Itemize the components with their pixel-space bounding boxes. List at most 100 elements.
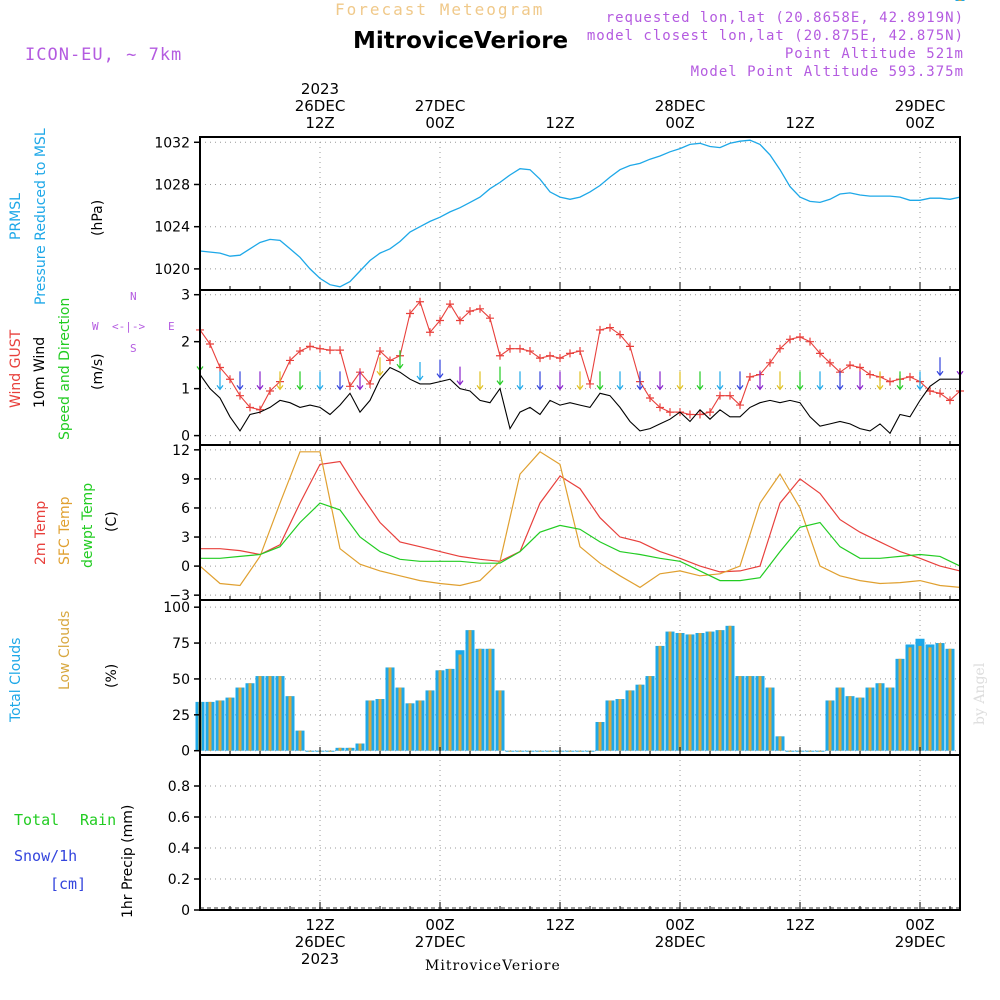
wind-direction-arrow [416,361,424,381]
wind-direction-arrow [756,371,764,391]
low-cloud-bar [458,654,462,751]
y-tick-label: 6 [181,501,190,517]
y-tick-label: 0.4 [168,841,190,857]
gust-point [476,304,484,313]
time-axis-label: 12Z [545,114,574,132]
low-cloud-bar [488,648,492,751]
gust-point [456,316,464,325]
low-cloud-bar [668,631,672,751]
sfc-temp-line [199,451,961,589]
low-cloud-bar [918,645,922,751]
gust-point [616,330,624,339]
wind-direction-arrow [316,371,324,391]
gust-point [236,391,244,400]
time-axis-label: 2023 [301,950,339,968]
low-cloud-bar [568,750,572,752]
time-axis-label: 29DEC [895,933,946,951]
low-cloud-bar [938,643,942,751]
low-cloud-bar [678,633,682,751]
gust-point [266,386,274,395]
time-axis-label: 00Z [905,114,934,132]
low-cloud-bar [868,687,872,751]
low-cloud-bar [958,0,962,1]
gust-point [446,300,454,309]
gust-point [866,370,874,379]
y-tick-label: 0.6 [168,810,190,826]
y-tick-label: −3 [169,588,190,604]
time-axis-label: 26DEC [295,97,346,115]
low-cloud-bar [548,750,552,752]
label-cm: [cm] [50,875,87,893]
gust-point [326,346,334,355]
label-rain: Rain [80,811,117,829]
wind-direction-arrow [256,371,264,391]
gust-point [566,349,574,358]
low-cloud-bar [808,750,812,752]
gust-point [336,346,344,355]
low-cloud-bar [628,690,632,751]
y-tick-label: 1024 [154,220,190,236]
gust-point [726,391,734,400]
faint-title: Forecast Meteogram [335,0,545,19]
label-total: Total [14,811,60,829]
frames-layer [194,136,961,911]
low-cloud-bar [298,730,302,751]
gust-point [546,351,554,360]
gust-point [736,401,744,410]
low-cloud-bar [388,667,392,751]
low-cloud-bar [368,700,372,751]
low-cloud-bar [928,647,932,751]
gust-point [646,394,654,403]
gust-point [906,372,914,381]
time-axis-label: 12Z [545,916,574,934]
low-cloud-bar [418,700,422,751]
y-tick-label: 3 [181,530,190,546]
y-tick-label: 75 [172,636,190,652]
wind-direction-arrow [736,371,744,391]
time-axis-label: 28DEC [655,97,706,115]
low-cloud-bar [338,747,342,751]
y-tick-label: 0.2 [168,872,190,888]
y-tick-label: 1020 [154,262,190,278]
compass: N S W E <-|-> [92,290,177,358]
low-cloud-bar [538,750,542,752]
low-cloud-bar [208,701,212,751]
time-axis-label: 00Z [665,114,694,132]
gust-point [706,408,714,417]
gust-point [826,358,834,367]
low-cloud-bar [278,676,282,751]
gust-point [246,403,254,412]
wind-direction-arrow [536,371,544,391]
low-cloud-bar [238,687,242,751]
time-axis-label: 26DEC [295,933,346,951]
dewpt-temp-line [200,502,961,582]
gust-point [936,389,944,398]
low-cloud-bar [688,634,692,751]
gust-point [766,358,774,367]
wind-direction-arrow [696,371,704,391]
low-cloud-bar [468,630,472,751]
gust-point [506,344,514,353]
wind-direction-arrow [676,371,684,391]
time-axis-label: 12Z [305,916,334,934]
wind-direction-arrow [576,371,584,391]
compass-s: S [130,342,137,355]
gust-point [416,297,424,306]
low-cloud-bar [258,676,262,751]
gust-point [346,382,354,391]
y-tick-label: 12 [172,443,190,459]
low-cloud-bar [428,690,432,751]
time-axis-label: 00Z [425,916,454,934]
time-axis-label: 00Z [665,916,694,934]
wind-speed-line [199,366,960,435]
wind-direction-arrow [656,371,664,391]
y-tick-label: 0 [181,903,190,919]
low-cloud-bar [438,670,442,751]
time-axis-label: 00Z [425,114,454,132]
low-cloud-bar [478,648,482,751]
low-cloud-bar [398,687,402,751]
low-cloud-bar [408,703,412,751]
y-tick-label: 2 [181,335,190,351]
low-cloud-bar [218,700,222,751]
